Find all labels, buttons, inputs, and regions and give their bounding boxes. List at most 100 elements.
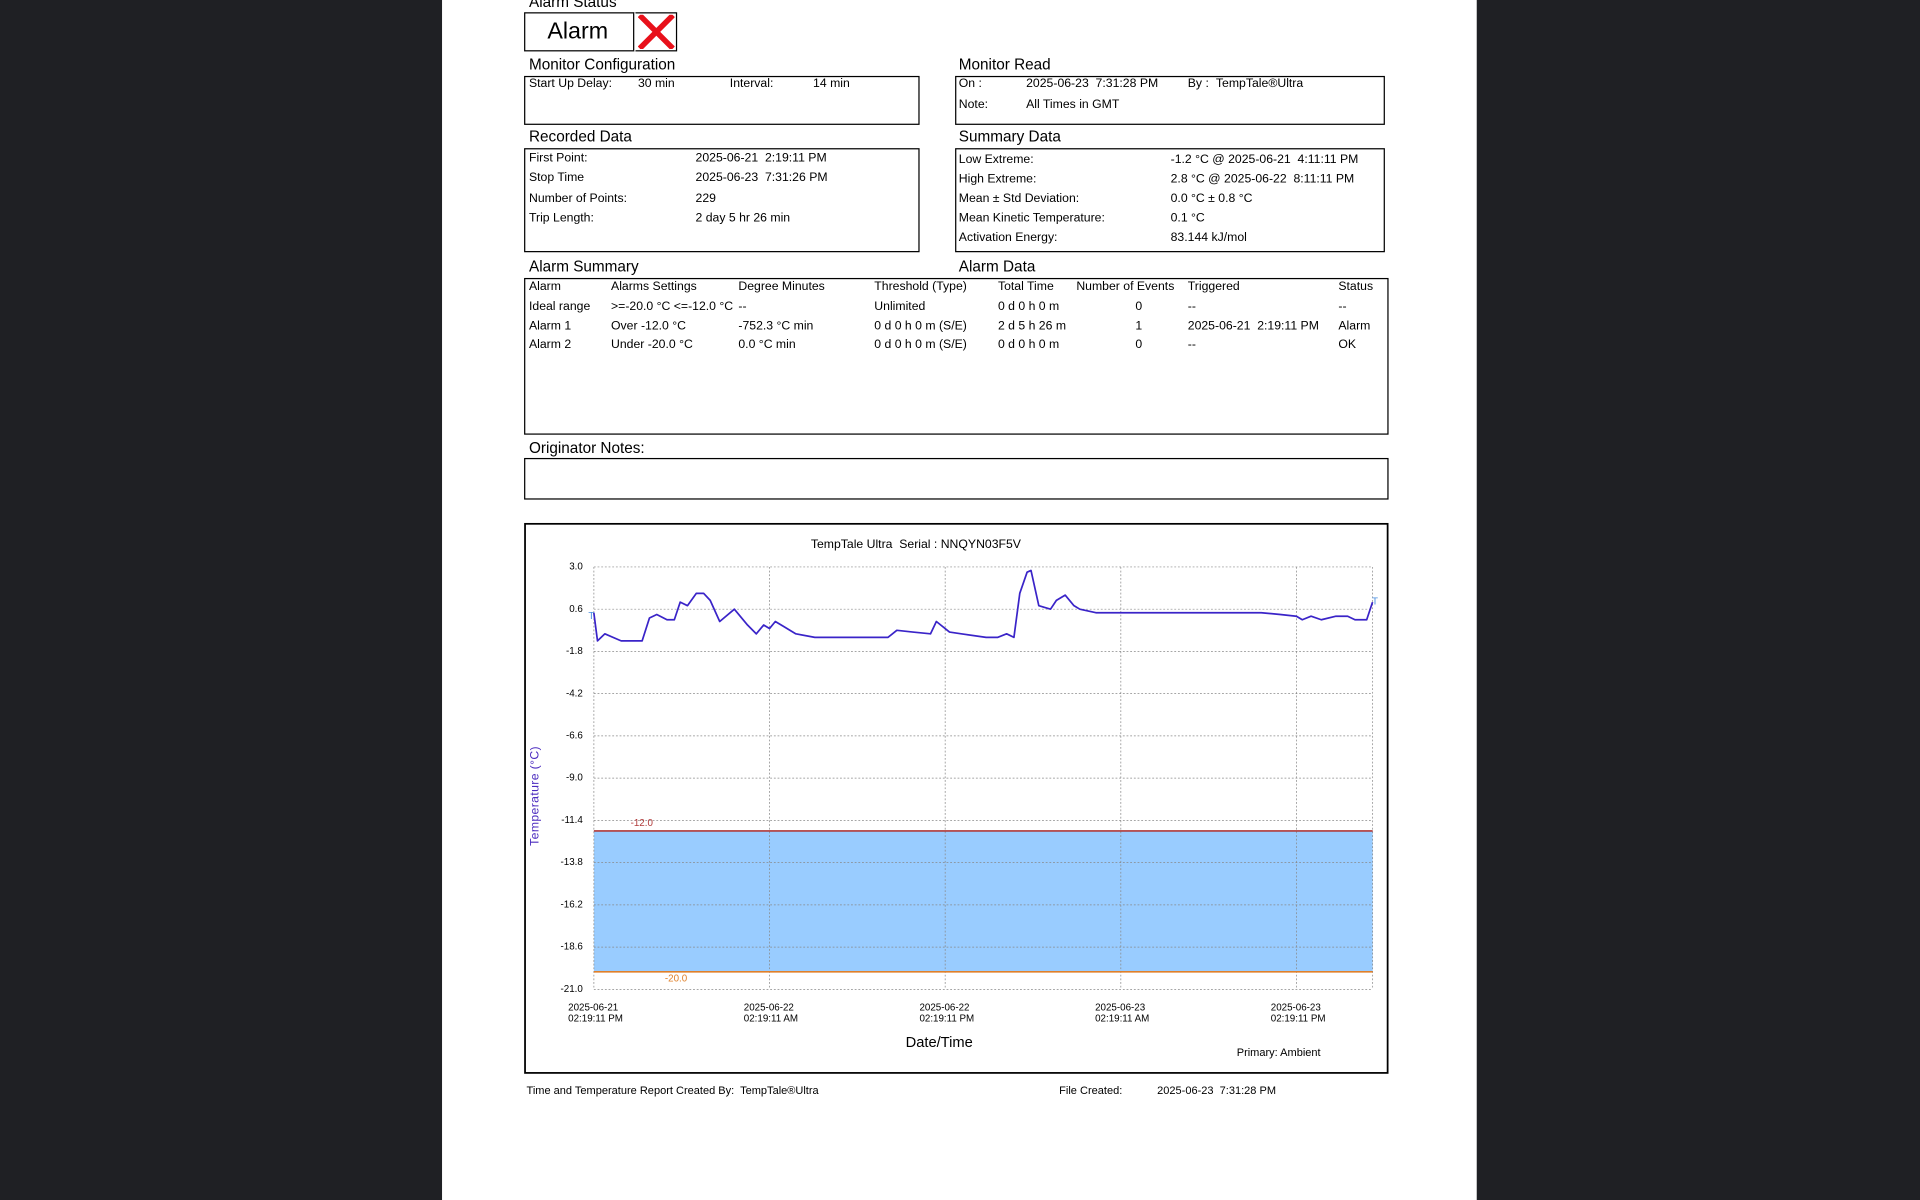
field-value: 0.0 °C ± 0.8 °C [1170,192,1253,206]
table-header: Alarms Settings [611,280,697,294]
field-label: Mean ± Std Deviation: [958,192,1080,206]
section-heading: Monitor Read [958,56,1051,74]
x-axis-label: Date/Time [906,1035,973,1051]
threshold-label: -20.0 [665,974,688,985]
table-cell: Ideal range [528,300,591,314]
field-value: All Times in GMT [1026,97,1120,112]
field-label: First Point: [528,151,588,166]
monitor-configuration-box [524,75,920,125]
x-tick-label: 2025-06-21 [568,1002,618,1013]
x-tick-label: 2025-06-23 [1271,1002,1322,1013]
field-value: 2025-06-23 7:31:28 PM [1026,77,1159,91]
summary-data-box [955,148,1385,253]
chart-frame [524,522,1389,1074]
field-label: Number of Points: [528,191,627,206]
table-cell: 1 [1135,319,1143,333]
x-tick-label: 2025-06-23 [1095,1002,1146,1013]
y-axis-label: Temperature (°C) [527,746,541,846]
table-header: Number of Events [1076,280,1175,294]
field-value: 83.144 kJ/mol [1170,231,1247,246]
field-label: Trip Length: [528,211,594,226]
x-tick-label: 2025-06-22 [919,1002,969,1013]
field-value: 2 day 5 hr 26 min [695,211,791,226]
threshold-label: -12.0 [631,818,654,829]
table-cell: Over -12.0 °C [611,319,687,333]
section-heading: Alarm Status [528,0,617,11]
table-cell: Unlimited [874,300,926,314]
field-label: On : [958,77,982,91]
y-tick-label: -13.8 [561,857,584,868]
field-label: Activation Energy: [958,231,1058,246]
field-value: 2025-06-21 2:19:11 PM [695,151,827,166]
alarm-status-box [524,12,678,52]
y-tick-label: -16.2 [561,899,583,910]
table-cell: -- [738,300,747,314]
table-header: Threshold (Type) [874,280,967,294]
recorded-data-box [524,148,920,253]
x-tick-label: 02:19:11 AM [744,1013,798,1024]
y-tick-label: -4.2 [566,688,583,699]
x-tick-label: 02:19:11 PM [568,1013,623,1024]
field-value: 229 [695,191,716,206]
trip-marker: T [588,611,594,622]
table-cell: Alarm 1 [528,319,572,333]
field-value: 30 min [637,77,675,91]
table-cell: 0 d 0 h 0 m [997,338,1060,352]
x-tick-label: 02:19:11 AM [1095,1013,1149,1024]
table-cell: 0 d 0 h 0 m (S/E) [874,319,967,333]
section-heading: Recorded Data [528,128,632,146]
section-heading: Summary Data [958,128,1061,146]
table-cell: -- [1338,300,1347,314]
table-cell: >=-20.0 °C <=-12.0 °C [611,300,734,314]
chart-title: TempTale Ultra Serial : NNQYN03F5V [811,537,1022,551]
alarm-status-divider [633,12,635,52]
field-label: Start Up Delay: [528,77,613,91]
table-cell: -- [1187,338,1196,352]
alarm-table-box [524,277,1389,435]
y-tick-label: -9.0 [566,773,583,784]
x-tick-label: 2025-06-22 [744,1002,794,1013]
table-cell: 0 [1135,300,1143,314]
chart-note: Primary: Ambient [1237,1047,1321,1059]
table-cell: 0 d 0 h 0 m [997,300,1060,314]
table-cell: 2025-06-21 2:19:11 PM [1187,319,1319,333]
field-label: By : [1187,77,1209,91]
table-cell: Alarm 2 [528,338,572,352]
section-heading: Alarm Summary [528,258,639,276]
table-cell: Under -20.0 °C [611,338,693,352]
y-tick-label: -1.8 [566,646,583,657]
alarm-state: Alarm [547,18,609,45]
table-cell: -- [1187,300,1196,314]
x-tick-label: 02:19:11 PM [919,1013,974,1024]
table-cell: OK [1338,338,1357,352]
table-cell: Alarm [1338,319,1371,333]
y-tick-label: 0.6 [569,604,583,615]
table-header: Triggered [1187,280,1240,294]
field-value: 14 min [813,77,850,91]
y-tick-label: -6.6 [566,731,583,742]
table-cell: 0 [1135,338,1143,352]
field-label: High Extreme: [958,172,1037,187]
field-label: Stop Time [528,171,585,186]
x-tick-label: 02:19:11 PM [1271,1013,1326,1024]
alarm-band [593,830,1373,972]
footer-text: File Created: [1059,1084,1123,1097]
y-tick-label: -21.0 [561,984,584,995]
table-cell: 0.0 °C min [738,338,796,352]
section-heading: Originator Notes: [528,439,645,457]
y-tick-label: 3.0 [569,562,583,573]
trip-marker: T [1372,597,1378,608]
footer-text: Time and Temperature Report Created By: … [526,1084,819,1097]
y-tick-label: -18.6 [561,942,584,953]
footer-text: 2025-06-23 7:31:28 PM [1157,1084,1277,1097]
table-header: Alarm [528,280,561,294]
table-cell: 0 d 0 h 0 m (S/E) [874,338,967,352]
table-header: Degree Minutes [738,280,825,294]
alarm-icon [637,14,675,49]
field-label: Mean Kinetic Temperature: [958,212,1105,226]
monitor-read-box [955,75,1385,125]
field-value: TempTale®Ultra [1215,77,1304,91]
table-cell: 2 d 5 h 26 m [997,319,1067,333]
